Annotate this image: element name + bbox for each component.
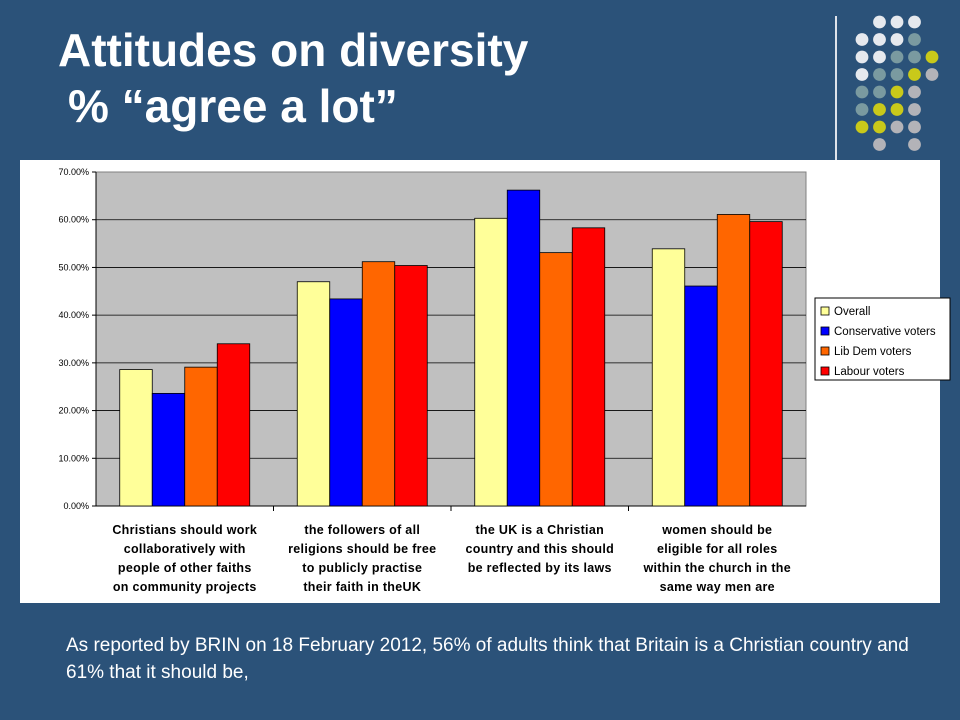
decorative-dot	[908, 103, 921, 116]
decorative-dot	[855, 85, 869, 99]
x-category-label: women should be	[661, 523, 772, 537]
legend-label: Labour voters	[834, 366, 905, 378]
x-category-label: religions should be free	[288, 542, 436, 556]
bar-chart: 0.00% 10.00% 20.00% 30.00% 40.00% 50.00% 60.00…	[20, 160, 951, 603]
x-category-label: within the church in the	[643, 561, 791, 575]
decorative-dot	[908, 68, 921, 81]
decorative-dot	[855, 33, 869, 46]
bar	[151, 392, 186, 507]
decorative-dot	[925, 50, 939, 64]
bar	[651, 248, 686, 507]
slide-title: Attitudes on diversity % “agree a lot”	[58, 22, 528, 134]
legend-label: Lib Dem voters	[834, 346, 912, 358]
bar	[329, 298, 363, 507]
legend-swatch	[820, 326, 830, 336]
bar	[394, 265, 428, 507]
decorative-dot	[873, 85, 886, 99]
decorative-dot	[908, 15, 921, 29]
bar	[539, 252, 573, 507]
x-category-label: collaboratively with	[124, 542, 246, 556]
decorative-dot	[873, 68, 886, 81]
x-category-label: people of other faiths	[118, 561, 252, 575]
decorative-dot	[855, 120, 869, 134]
y-tick-label: 10.00%	[58, 453, 89, 463]
decorative-dot	[873, 15, 886, 29]
bar	[684, 285, 718, 507]
x-category-label: country and this should	[465, 542, 614, 556]
x-category-label: Christians should work	[112, 523, 257, 537]
decorative-dot	[925, 68, 939, 81]
legend-swatch	[820, 306, 830, 316]
caption: As reported by BRIN on 18 February 2012,…	[66, 632, 926, 686]
y-tick-label: 0.00%	[63, 501, 89, 511]
legend-label: Overall	[834, 306, 870, 318]
decorative-dot	[873, 103, 886, 116]
decorative-dot	[873, 138, 886, 151]
decorative-dot	[873, 120, 886, 134]
bar	[749, 221, 783, 507]
bar	[184, 366, 218, 507]
y-tick-label: 40.00%	[58, 310, 89, 320]
title-line-1: Attitudes on diversity	[58, 24, 529, 76]
decorative-dot	[890, 103, 904, 116]
decorative-dot	[908, 33, 921, 46]
x-category-label: the followers of all	[304, 523, 420, 537]
decorative-dot	[855, 50, 869, 64]
bar	[506, 189, 541, 507]
title-line-2: % “agree a lot”	[68, 80, 398, 132]
x-category-label: the UK is a Christian	[475, 523, 604, 537]
decorative-dot	[908, 138, 921, 151]
decorative-dot	[908, 50, 921, 64]
x-category-label: be reflected by its laws	[468, 561, 612, 575]
decorative-dot	[855, 68, 869, 81]
bar	[119, 369, 153, 507]
bar	[361, 261, 396, 507]
y-tick-label: 30.00%	[58, 358, 89, 368]
caption-text: As reported by BRIN on 18 February 2012,…	[66, 635, 909, 683]
y-tick-label: 60.00%	[58, 215, 89, 225]
bar	[716, 214, 751, 507]
decorative-dot	[890, 85, 904, 99]
decorative-dot	[908, 120, 921, 134]
decorative-dot	[890, 15, 904, 29]
y-tick-label: 50.00%	[58, 262, 89, 272]
decorative-dot	[855, 103, 869, 116]
decorative-dot	[890, 120, 904, 134]
x-category-label: on community projects	[113, 580, 257, 594]
decorative-dot-grid	[855, 15, 939, 151]
x-category-label: same way men are	[660, 580, 775, 594]
x-category-label: eligible for all roles	[657, 542, 778, 556]
legend-label: Conservative voters	[834, 326, 936, 338]
decorative-dot	[873, 50, 886, 64]
y-tick-label: 20.00%	[58, 406, 89, 416]
decorative-divider	[835, 16, 837, 178]
x-category-label: their faith in theUK	[303, 580, 421, 594]
bar	[474, 217, 508, 507]
bar	[216, 343, 251, 507]
decorative-dot	[890, 68, 904, 81]
y-tick-label: 70.00%	[58, 167, 89, 177]
x-category-label: to publicly practise	[302, 561, 422, 575]
decorative-dot	[890, 33, 904, 46]
legend	[814, 297, 951, 381]
decorative-dot	[890, 50, 904, 64]
legend-swatch	[820, 346, 830, 356]
decorative-dot	[873, 33, 886, 46]
bar	[296, 281, 331, 507]
bar	[571, 227, 606, 507]
decorative-dot	[908, 85, 921, 99]
legend-swatch	[820, 366, 830, 376]
